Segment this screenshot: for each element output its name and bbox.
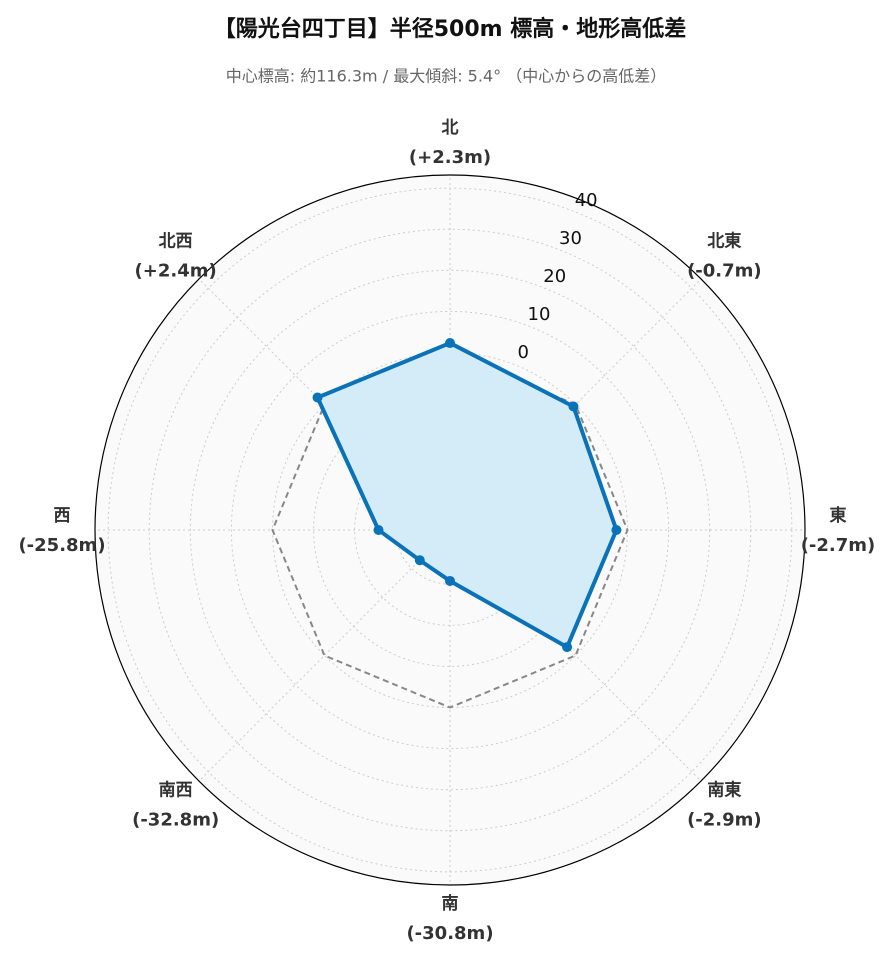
r-tick-label: 0 [518, 342, 529, 363]
category-label: 西 [54, 506, 71, 526]
series-point [414, 555, 425, 566]
series-point [445, 575, 455, 586]
category-label: 北 [442, 118, 459, 138]
grid-ring [189, 269, 711, 791]
value-label: (-2.7m) [801, 535, 876, 556]
r-tick-label: 30 [559, 228, 582, 249]
value-label: (+2.4m) [135, 261, 217, 282]
value-label: (-32.8m) [132, 809, 219, 830]
series-point [568, 401, 579, 412]
series-point [445, 338, 455, 349]
category-label: 南東 [707, 779, 741, 800]
grid-spoke [198, 278, 451, 531]
category-label: 南 [442, 893, 459, 914]
chart-title: 【陽光台四丁目】半径500m 標高・地形高低差 [214, 16, 687, 42]
value-label: (-25.8m) [18, 535, 105, 556]
category-label: 北西 [159, 232, 193, 252]
outer-circle [94, 174, 806, 886]
grid-spoke [198, 529, 451, 782]
grid-spoke [449, 278, 702, 531]
category-label: 東 [830, 505, 847, 526]
grid-spoke [449, 529, 702, 782]
series-point [373, 525, 384, 535]
value-label: (-2.9m) [687, 809, 762, 830]
value-label: (-0.7m) [687, 261, 762, 282]
category-label: 南西 [159, 779, 193, 800]
r-tick-label: 20 [543, 266, 566, 287]
series-point [611, 525, 622, 535]
series-point [312, 392, 323, 403]
r-tick-label: 10 [528, 304, 551, 325]
reference-line [271, 351, 629, 709]
value-label: (+2.3m) [409, 147, 491, 168]
chart-subtitle: 中心標高: 約116.3m / 最大傾斜: 5.4° （中心からの高低差） [226, 67, 666, 86]
category-label: 北東 [707, 231, 741, 252]
value-label: (-30.8m) [406, 923, 493, 944]
series-point [562, 642, 573, 653]
r-tick-label: 40 [575, 190, 598, 211]
grid-ring [230, 310, 670, 750]
